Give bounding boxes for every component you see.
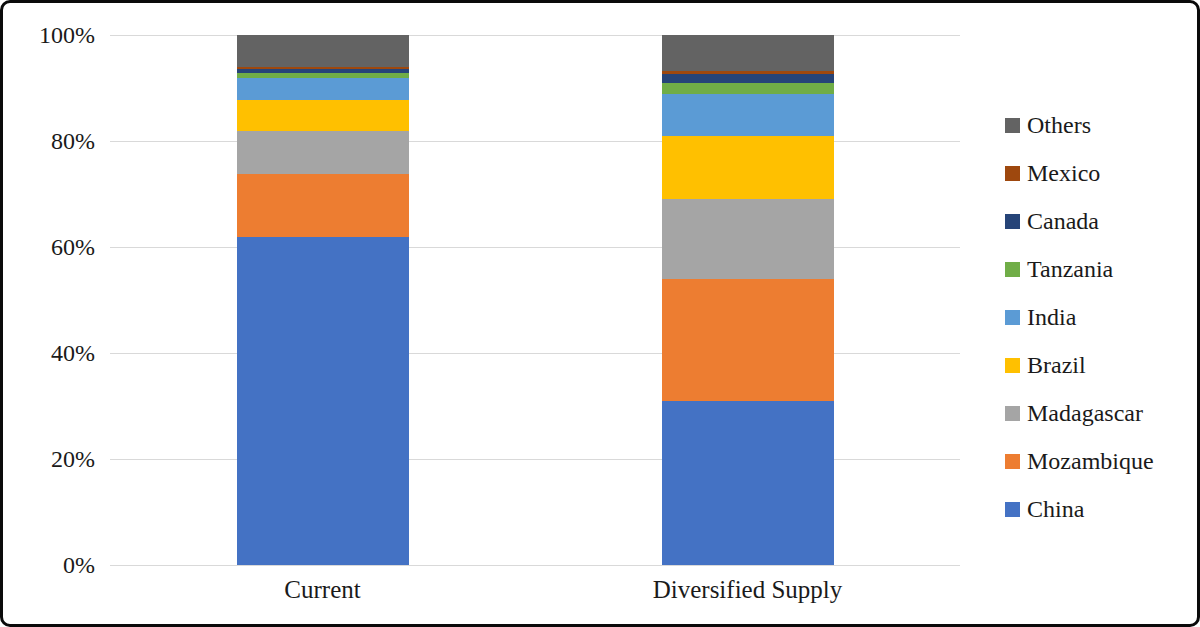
legend-swatch-icon bbox=[1005, 454, 1020, 469]
segment-china-diversified-supply bbox=[662, 401, 834, 565]
legend: Others Mexico Canada Tanzania India Brazil Mad… bbox=[1005, 110, 1154, 542]
segment-brazil-current bbox=[237, 100, 409, 132]
legend-swatch-icon bbox=[1005, 406, 1020, 421]
legend-item-canada: Canada bbox=[1005, 206, 1154, 236]
x-category-label-diversified-supply: Diversified Supply bbox=[653, 575, 843, 605]
legend-label: Others bbox=[1027, 110, 1091, 140]
legend-swatch-icon bbox=[1005, 166, 1020, 181]
bar-current bbox=[237, 35, 409, 565]
y-tick-label-20: 20% bbox=[3, 444, 95, 474]
y-tick-label-0: 0% bbox=[3, 550, 95, 580]
legend-label: Mozambique bbox=[1027, 446, 1154, 476]
segment-china-current bbox=[237, 237, 409, 565]
segment-madagascar-current bbox=[237, 131, 409, 173]
legend-label: Madagascar bbox=[1027, 398, 1143, 428]
legend-item-madagascar: Madagascar bbox=[1005, 398, 1154, 428]
legend-item-others: Others bbox=[1005, 110, 1154, 140]
y-axis-tick-labels: 0% 20% 40% 60% 80% 100% bbox=[3, 3, 95, 627]
y-tick-label-80: 80% bbox=[3, 126, 95, 156]
legend-item-china: China bbox=[1005, 494, 1154, 524]
legend-item-mozambique: Mozambique bbox=[1005, 446, 1154, 476]
legend-item-mexico: Mexico bbox=[1005, 158, 1154, 188]
legend-label: Canada bbox=[1027, 206, 1099, 236]
x-category-label-current: Current bbox=[284, 575, 360, 605]
segment-mozambique-current bbox=[237, 174, 409, 237]
legend-item-india: India bbox=[1005, 302, 1154, 332]
segment-mozambique-diversified-supply bbox=[662, 279, 834, 401]
y-tick-label-40: 40% bbox=[3, 338, 95, 368]
legend-label: Mexico bbox=[1027, 158, 1100, 188]
stacked-bar-chart: 0% 20% 40% 60% 80% 100% Current Diversified Su… bbox=[0, 0, 1200, 627]
segment-others-current bbox=[237, 35, 409, 67]
y-tick-label-100: 100% bbox=[3, 20, 95, 50]
bar-diversified-supply bbox=[662, 35, 834, 565]
legend-label: India bbox=[1027, 302, 1076, 332]
legend-label: Brazil bbox=[1027, 350, 1086, 380]
legend-item-tanzania: Tanzania bbox=[1005, 254, 1154, 284]
legend-swatch-icon bbox=[1005, 214, 1020, 229]
legend-item-brazil: Brazil bbox=[1005, 350, 1154, 380]
segment-brazil-diversified-supply bbox=[662, 136, 834, 200]
segment-india-current bbox=[237, 78, 409, 100]
y-tick-label-60: 60% bbox=[3, 232, 95, 262]
segment-india-diversified-supply bbox=[662, 94, 834, 136]
legend-label: Tanzania bbox=[1027, 254, 1113, 284]
segment-canada-diversified-supply bbox=[662, 74, 834, 83]
segment-madagascar-diversified-supply bbox=[662, 199, 834, 279]
gridline-0 bbox=[110, 565, 960, 566]
legend-swatch-icon bbox=[1005, 502, 1020, 517]
legend-swatch-icon bbox=[1005, 262, 1020, 277]
segment-others-diversified-supply bbox=[662, 35, 834, 71]
legend-swatch-icon bbox=[1005, 118, 1020, 133]
segment-tanzania-diversified-supply bbox=[662, 83, 834, 94]
legend-swatch-icon bbox=[1005, 310, 1020, 325]
legend-swatch-icon bbox=[1005, 358, 1020, 373]
legend-label: China bbox=[1027, 494, 1084, 524]
plot-area bbox=[110, 35, 960, 565]
